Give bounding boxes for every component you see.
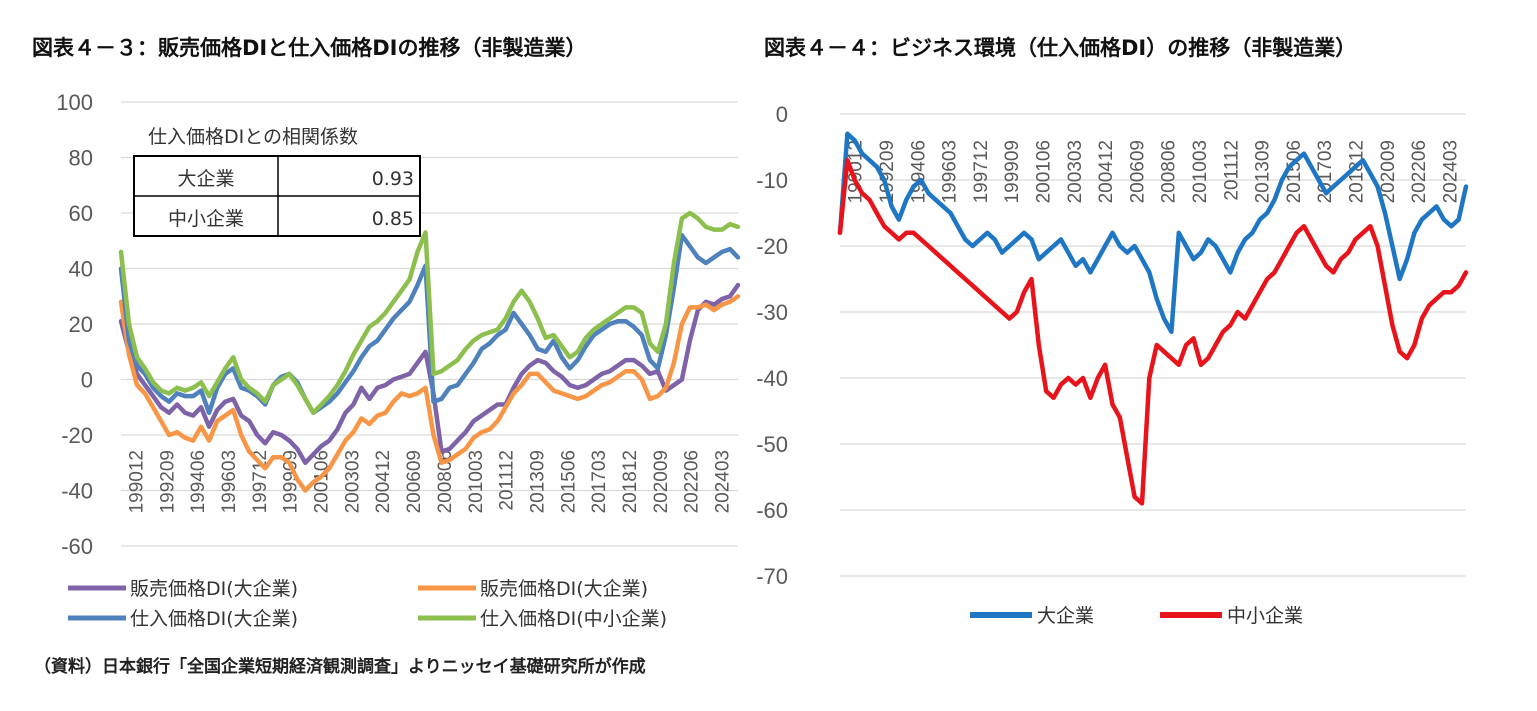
x-tick-label: 202206 (1409, 140, 1430, 203)
x-tick-label: 199406 (188, 450, 209, 513)
x-tick-label: 202403 (713, 450, 734, 513)
x-tick-label: 201112 (1221, 140, 1242, 201)
right-y-axis: 0 -10 -20 -30 -40 -50 -60 -70 (756, 102, 788, 589)
x-tick-label: 199603 (219, 450, 240, 513)
y-tick-label: 20 (69, 312, 93, 337)
x-tick-label: 199012 (126, 450, 147, 513)
left-chart-title: 図表４－３：販売価格DIと仕入価格DIの推移（非製造業） (32, 36, 587, 60)
x-tick-label: 201003 (466, 450, 487, 513)
x-tick-label: 201703 (589, 450, 610, 513)
x-tick-label: 202403 (1440, 140, 1461, 203)
legend-label: 仕入価格DI(大企業) (130, 608, 298, 630)
y-tick-label: -20 (61, 423, 93, 448)
legend-label: 販売価格DI(大企業) (130, 578, 298, 600)
x-tick-label: 199603 (940, 140, 961, 203)
y-tick-label: 60 (69, 201, 93, 226)
left-series-lines (118, 210, 741, 493)
x-tick-label: 201506 (558, 450, 579, 513)
series-line-1 (118, 294, 741, 493)
left-x-axis: 199012 199209 199406 199603 199712 199909 2001… (126, 450, 733, 513)
correlation-row-value: 0.93 (372, 168, 414, 190)
x-tick-label: 201112 (497, 450, 518, 511)
x-tick-label: 200106 (312, 450, 333, 513)
right-chart: 0-10-20-30-40-50-60-70 199012 199209 19940… (756, 102, 1469, 627)
x-tick-label: 201309 (527, 450, 548, 513)
x-tick-label: 200609 (404, 450, 425, 513)
y-tick-label: -10 (756, 168, 788, 193)
x-tick-label: 200806 (1159, 140, 1180, 203)
series-line-0 (837, 131, 1469, 335)
x-tick-label: 202206 (682, 450, 703, 513)
x-tick-label: 199909 (1002, 140, 1023, 203)
correlation-table: 仕入価格DIとの相関係数 大企業 0.93 中小企業 0.85 (133, 126, 421, 237)
left-chart: -60 -40 -20 0 20 40 60 80 100 199012 199209 199406… (56, 90, 741, 630)
x-tick-label: 200412 (373, 450, 394, 513)
y-tick-label: -50 (756, 432, 788, 457)
series-line-1 (837, 157, 1469, 506)
legend-label: 販売価格DI(大企業) (480, 578, 648, 600)
y-tick-label: 0 (776, 102, 788, 127)
y-tick-label: -60 (756, 498, 788, 523)
source-note: （資料）日本銀行「全国企業短期経済観測調査」よりニッセイ基礎研究所が作成 (34, 656, 646, 677)
series-line-3 (118, 210, 741, 416)
y-tick-label: 80 (69, 146, 93, 171)
y-tick-label: 0 (81, 368, 93, 393)
x-tick-label: 199209 (877, 140, 898, 203)
x-tick-label: 200609 (1127, 140, 1148, 203)
x-tick-label: 201812 (620, 450, 641, 513)
x-tick-label: 201003 (1190, 140, 1211, 203)
y-tick-label: -70 (756, 564, 788, 589)
x-tick-label: 199209 (157, 450, 178, 513)
x-tick-label: 201812 (1346, 140, 1367, 203)
left-y-axis: -60 -40 -20 0 20 40 60 80 100 (56, 90, 93, 559)
x-tick-label: 201309 (1253, 140, 1274, 203)
right-legend: 大企業 中小企業 (970, 605, 1303, 627)
y-tick-label: 100 (56, 90, 93, 115)
y-tick-label: -60 (61, 534, 93, 559)
right-series-lines (837, 131, 1469, 506)
legend-label: 大企業 (1037, 605, 1094, 627)
y-tick-label: -40 (61, 479, 93, 504)
x-tick-label: 202009 (1378, 140, 1399, 203)
y-tick-label: 40 (69, 257, 93, 282)
y-tick-label: -20 (756, 234, 788, 259)
x-tick-label: 200412 (1096, 140, 1117, 203)
series-line-0 (118, 282, 741, 466)
legend-label: 仕入価格DI(中小企業) (480, 608, 667, 630)
correlation-table-title: 仕入価格DIとの相関係数 (148, 126, 358, 148)
x-tick-label: 200303 (1065, 140, 1086, 203)
x-tick-label: 199909 (281, 450, 302, 513)
y-tick-label: -40 (756, 366, 788, 391)
left-legend: 販売価格DI(大企業) 販売価格DI(大企業) 仕入価格DI(大企業) 仕入価格… (68, 578, 667, 630)
y-tick-label: -30 (756, 300, 788, 325)
right-gridlines (840, 113, 1466, 577)
x-tick-label: 200106 (1033, 140, 1054, 203)
x-tick-label: 202009 (651, 450, 672, 513)
x-tick-label: 199712 (250, 450, 271, 513)
x-tick-label: 200806 (435, 450, 456, 513)
correlation-row-label: 大企業 (177, 168, 234, 190)
right-chart-title: 図表４－４：ビジネス環境（仕入価格DI）の推移（非製造業） (764, 36, 1356, 60)
x-tick-label: 199712 (971, 140, 992, 203)
correlation-row-value: 0.85 (372, 208, 414, 230)
legend-label: 中小企業 (1227, 605, 1303, 627)
correlation-row-label: 中小企業 (168, 208, 244, 230)
x-tick-label: 200303 (342, 450, 363, 513)
